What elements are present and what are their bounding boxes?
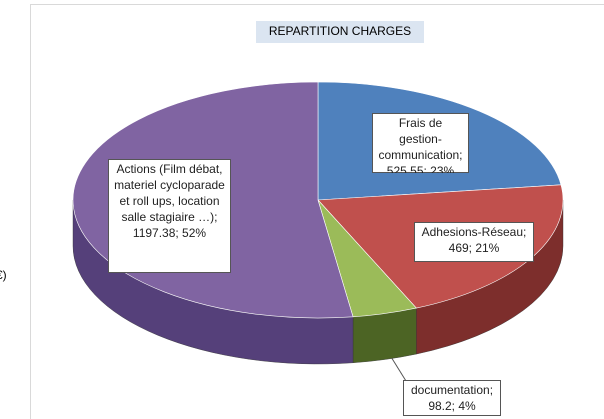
chart-title: REPARTITION CHARGES xyxy=(269,24,411,38)
data-label: Actions (Film débat, materiel cycloparad… xyxy=(108,159,231,273)
data-label-box: Adhesions-Réseau; 469; 21% xyxy=(414,222,534,262)
data-label-box: Actions (Film débat, materiel cycloparad… xyxy=(108,159,231,273)
title-background xyxy=(256,21,424,43)
data-label: documentation; 98.2; 4% xyxy=(403,380,501,416)
data-label-box: documentation; 98.2; 4% xyxy=(403,380,501,416)
data-label-box: Frais de gestion-communication; 525.55; … xyxy=(372,113,469,173)
data-label: Frais de gestion-communication; 525.55; … xyxy=(372,113,469,173)
annotation: €) xyxy=(0,268,7,282)
data-label: Adhesions-Réseau; 469; 21% xyxy=(414,222,534,262)
